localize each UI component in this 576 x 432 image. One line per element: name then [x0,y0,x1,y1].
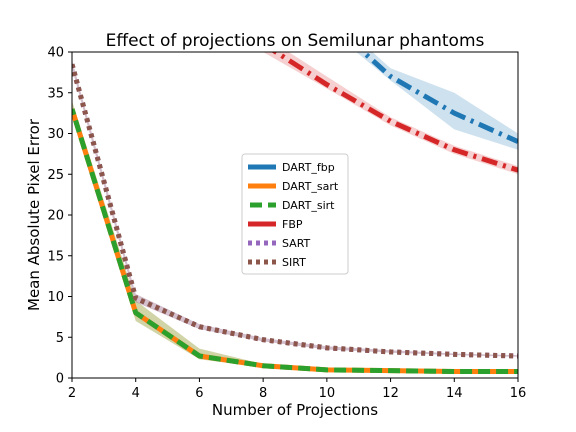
y-tick-label: 25 [47,168,64,183]
chart-title: Effect of projections on Semilunar phant… [106,31,485,51]
x-tick-label: 6 [195,386,203,401]
x-tick-label: 2 [68,386,76,401]
y-tick-label: 0 [56,372,64,387]
x-tick-label: 14 [446,386,463,401]
x-tick-label: 10 [319,386,336,401]
x-tick-label: 16 [510,386,527,401]
axes: 2 4 6 8 10 12 14 16 0 5 10 15 20 25 30 35 40 [47,46,526,402]
x-tick-label: 8 [259,386,267,401]
y-tick-label: 40 [47,46,64,61]
legend-label: FBP [282,218,303,231]
series-lines [72,52,518,374]
legend-label: DART_sirt [282,199,335,212]
y-tick-label: 30 [47,127,64,142]
legend-label: SIRT [282,256,306,269]
x-tick-label: 4 [132,386,140,401]
y-tick-label: 10 [47,290,64,305]
x-tick-label: 12 [382,386,399,401]
y-axis-title: Mean Absolute Pixel Error [25,118,43,311]
legend-label: DART_fbp [282,161,335,174]
y-tick-label: 20 [47,209,64,224]
series-line-dart-sirt [72,108,518,374]
y-tick-label: 5 [56,331,64,346]
legend: DART_fbp DART_sart DART_sirt FBP SART SIRT [241,153,349,275]
y-tick-label: 15 [47,249,64,264]
series-line-sirt [72,63,518,359]
legend-label: DART_sart [282,180,339,193]
series-line-dart-fbp [359,52,518,144]
legend-label: SART [282,237,311,250]
y-tick-label: 35 [47,86,64,101]
series-line-fbp [271,52,518,173]
x-axis-title: Number of Projections [212,401,378,419]
band-fbp [263,52,518,175]
